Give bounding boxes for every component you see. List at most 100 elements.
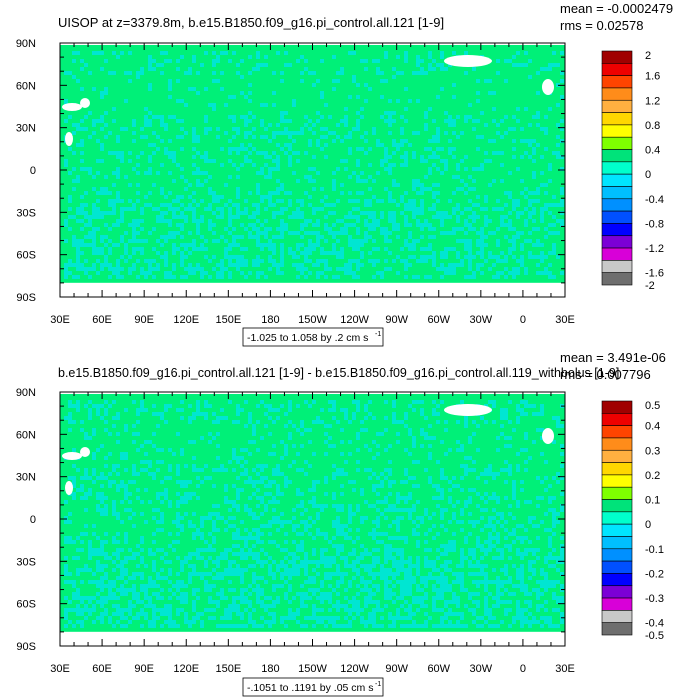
speckle [100, 604, 104, 608]
speckle [132, 131, 136, 135]
speckle [140, 247, 144, 251]
speckle [496, 532, 500, 536]
speckle [280, 259, 284, 263]
speckle [212, 548, 216, 552]
speckle [72, 540, 76, 544]
speckle [220, 624, 224, 628]
speckle [380, 540, 384, 544]
speckle [420, 432, 424, 436]
speckle [244, 424, 248, 428]
speckle [376, 143, 380, 147]
speckle [440, 275, 444, 279]
speckle [508, 544, 512, 548]
speckle [316, 616, 320, 620]
speckle [560, 504, 564, 508]
speckle [452, 580, 456, 584]
panel1-land-patch [65, 132, 73, 146]
speckle [236, 624, 240, 628]
speckle [376, 444, 380, 448]
speckle [268, 624, 272, 628]
speckle [468, 548, 472, 552]
speckle [284, 412, 288, 416]
speckle [112, 504, 116, 508]
speckle [500, 207, 504, 211]
speckle [64, 263, 68, 267]
speckle [372, 131, 376, 135]
speckle [396, 432, 400, 436]
speckle [284, 580, 288, 584]
speckle [348, 271, 352, 275]
speckle [160, 139, 164, 143]
speckle [376, 432, 380, 436]
speckle [504, 612, 508, 616]
speckle [180, 167, 184, 171]
speckle [520, 63, 524, 67]
speckle [484, 576, 488, 580]
speckle [408, 564, 412, 568]
speckle [492, 400, 496, 404]
speckle [252, 552, 256, 556]
speckle [468, 496, 472, 500]
speckle [504, 444, 508, 448]
speckle [144, 115, 148, 119]
speckle [260, 560, 264, 564]
speckle [84, 259, 88, 263]
speckle [276, 159, 280, 163]
panel2-land-patch [65, 481, 73, 495]
speckle [84, 223, 88, 227]
speckle [160, 203, 164, 207]
speckle [440, 592, 444, 596]
speckle [416, 524, 420, 528]
speckle [460, 580, 464, 584]
speckle [276, 520, 280, 524]
speckle [164, 203, 168, 207]
speckle [140, 536, 144, 540]
speckle [512, 55, 516, 59]
speckle [268, 155, 272, 159]
speckle [304, 556, 308, 560]
speckle [140, 227, 144, 231]
speckle [460, 528, 464, 532]
speckle [288, 520, 292, 524]
speckle [372, 247, 376, 251]
speckle [376, 59, 380, 63]
speckle [228, 608, 232, 612]
speckle [560, 223, 564, 227]
speckle [364, 404, 368, 408]
speckle [136, 219, 140, 223]
speckle [64, 572, 68, 576]
speckle [340, 580, 344, 584]
speckle [496, 592, 500, 596]
speckle [544, 227, 548, 231]
speckle [520, 540, 524, 544]
speckle [472, 552, 476, 556]
speckle [212, 63, 216, 67]
speckle [516, 464, 520, 468]
speckle [120, 520, 124, 524]
speckle [512, 207, 516, 211]
speckle [552, 556, 556, 560]
speckle [528, 191, 532, 195]
speckle [184, 616, 188, 620]
speckle [404, 119, 408, 123]
speckle [468, 103, 472, 107]
speckle [120, 211, 124, 215]
speckle [164, 211, 168, 215]
speckle [200, 468, 204, 472]
speckle [352, 540, 356, 544]
speckle [160, 115, 164, 119]
speckle [408, 516, 412, 520]
speckle [160, 516, 164, 520]
speckle [364, 604, 368, 608]
speckle [484, 500, 488, 504]
speckle [168, 79, 172, 83]
speckle [284, 564, 288, 568]
speckle [452, 211, 456, 215]
speckle [436, 548, 440, 552]
speckle [140, 408, 144, 412]
speckle [256, 488, 260, 492]
speckle [444, 588, 448, 592]
speckle [468, 247, 472, 251]
speckle [268, 432, 272, 436]
speckle [288, 400, 292, 404]
